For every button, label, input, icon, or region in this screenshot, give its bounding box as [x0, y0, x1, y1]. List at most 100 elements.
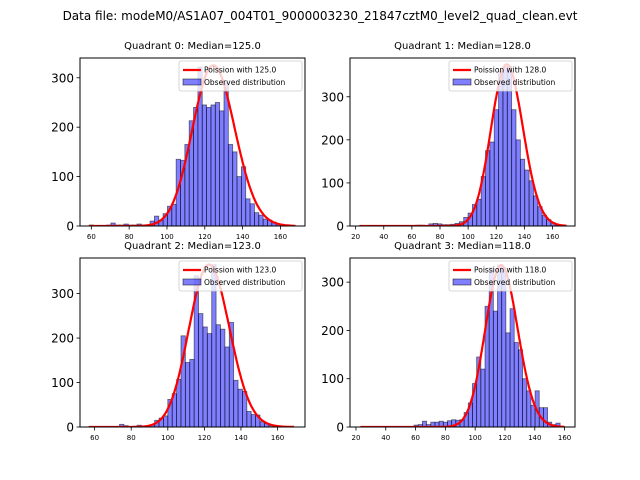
histogram-bar — [519, 158, 526, 226]
legend-label-poisson: Poission with 128.0 — [474, 66, 547, 75]
x-tick-label: 120 — [490, 233, 503, 241]
y-tick-label: 200 — [321, 324, 344, 338]
x-tick-label: 120 — [198, 233, 211, 241]
legend-label-observed: Observed distribution — [204, 78, 285, 87]
histogram-bar — [210, 104, 216, 226]
legend-patch-swatch — [452, 278, 472, 286]
y-tick-label: 100 — [51, 376, 74, 390]
histogram-bar — [489, 141, 495, 226]
axes-frame — [349, 257, 576, 428]
subplot-title: Quadrant 2: Median=123.0 — [124, 241, 261, 252]
histogram-bar — [530, 404, 536, 427]
y-tick-label: 200 — [321, 133, 344, 147]
histogram-bar — [224, 346, 230, 427]
histogram-bar — [492, 310, 498, 427]
y-tick-label: 0 — [66, 421, 74, 435]
histogram-bar — [245, 198, 251, 226]
x-tick-label: 60 — [87, 233, 96, 241]
histogram-bar — [215, 324, 221, 427]
x-tick-label: 140 — [234, 434, 247, 442]
poisson-curve — [89, 64, 296, 226]
x-tick-label: 140 — [518, 233, 531, 241]
axes-frame — [79, 257, 306, 428]
histogram-bar — [258, 214, 264, 226]
legend: Poission with 118.0 Observed distribution — [448, 260, 573, 292]
x-tick-label: 60 — [407, 233, 416, 241]
x-tick-label: 80 — [436, 233, 445, 241]
histogram-bar — [524, 169, 530, 226]
histogram-bar — [237, 388, 243, 427]
y-tick-label: 300 — [321, 276, 344, 290]
legend-box — [448, 260, 573, 292]
histogram-bar — [176, 379, 182, 427]
axes-frame — [79, 57, 306, 227]
x-tick-label: 100 — [468, 434, 481, 442]
x-tick-label: 120 — [498, 434, 511, 442]
histogram-bar — [515, 139, 521, 226]
histogram-bar — [201, 104, 207, 226]
histogram-bar — [232, 151, 238, 226]
legend-patch-swatch — [182, 278, 202, 286]
histogram-bar — [522, 378, 528, 427]
legend-label-observed: Observed distribution — [474, 78, 555, 87]
x-tick-label: 20 — [351, 233, 360, 241]
axes-frame — [349, 57, 576, 227]
histogram-bar — [228, 322, 235, 427]
legend-patch-swatch — [452, 78, 472, 86]
subplot-quadrant-0: 60 80 100 120 140 160 0 100 200 300 Quadrant 0: Me… — [51, 41, 306, 241]
histogram-bar — [220, 328, 226, 427]
legend-box — [178, 60, 303, 92]
histogram-bar — [517, 349, 523, 427]
histogram-bar — [513, 342, 519, 427]
histogram-bar — [262, 218, 268, 226]
plot-area — [358, 63, 567, 226]
histogram-bar — [202, 326, 208, 427]
x-tick-label: 140 — [528, 434, 541, 442]
histogram-bar — [501, 267, 507, 427]
histogram-bar — [236, 176, 242, 226]
x-tick-label: 120 — [198, 434, 211, 442]
subplot-quadrant-2: 60 80 100 120 140 160 0 100 200 300 Quadrant 2: Me… — [51, 241, 306, 442]
x-tick-label: 80 — [125, 233, 134, 241]
y-tick-label: 100 — [51, 170, 74, 184]
x-tick-label: 40 — [379, 233, 388, 241]
histogram-bar — [250, 414, 257, 427]
histogram-bar — [476, 198, 482, 226]
legend-patch-swatch — [182, 78, 202, 86]
subplot-title: Quadrant 0: Median=125.0 — [124, 41, 261, 52]
poisson-curve — [359, 63, 567, 226]
histogram-bar — [198, 313, 204, 427]
legend-box — [448, 60, 573, 92]
histogram-bar — [249, 203, 255, 226]
histogram-bar — [206, 107, 212, 226]
histogram-bar — [493, 109, 499, 226]
subplot-title: Quadrant 3: Median=118.0 — [394, 241, 531, 252]
y-tick-label: 300 — [51, 71, 74, 85]
x-tick-label: 80 — [127, 434, 136, 442]
x-tick-label: 60 — [411, 434, 420, 442]
y-tick-label: 200 — [51, 332, 74, 346]
legend-label-observed: Observed distribution — [474, 278, 555, 287]
y-tick-label: 300 — [51, 287, 74, 301]
histogram-bar — [214, 102, 221, 226]
legend: Poission with 125.0 Observed distribution — [178, 60, 303, 92]
x-tick-label: 60 — [90, 434, 99, 442]
histogram-bar — [171, 203, 177, 226]
histogram-bar — [219, 110, 225, 226]
y-tick-label: 0 — [66, 220, 74, 234]
histogram-bar — [246, 411, 252, 427]
legend-box — [178, 260, 303, 292]
subplot-quadrant-3: 20 40 60 80 100 120 140 160 0 100 200 300 Quadrant 3… — [321, 241, 576, 442]
histogram-bar — [163, 415, 169, 427]
x-tick-label: 160 — [271, 434, 284, 442]
histogram-bar — [498, 70, 504, 226]
histogram-bar — [189, 358, 195, 427]
x-tick-label: 100 — [461, 233, 474, 241]
x-tick-label: 160 — [274, 233, 287, 241]
y-tick-label: 300 — [321, 90, 344, 104]
x-tick-label: 160 — [558, 434, 571, 442]
histogram-bar — [528, 180, 534, 226]
poisson-curve — [360, 263, 565, 427]
histogram-bar — [206, 333, 213, 427]
legend-label-poisson: Poission with 118.0 — [474, 266, 547, 275]
